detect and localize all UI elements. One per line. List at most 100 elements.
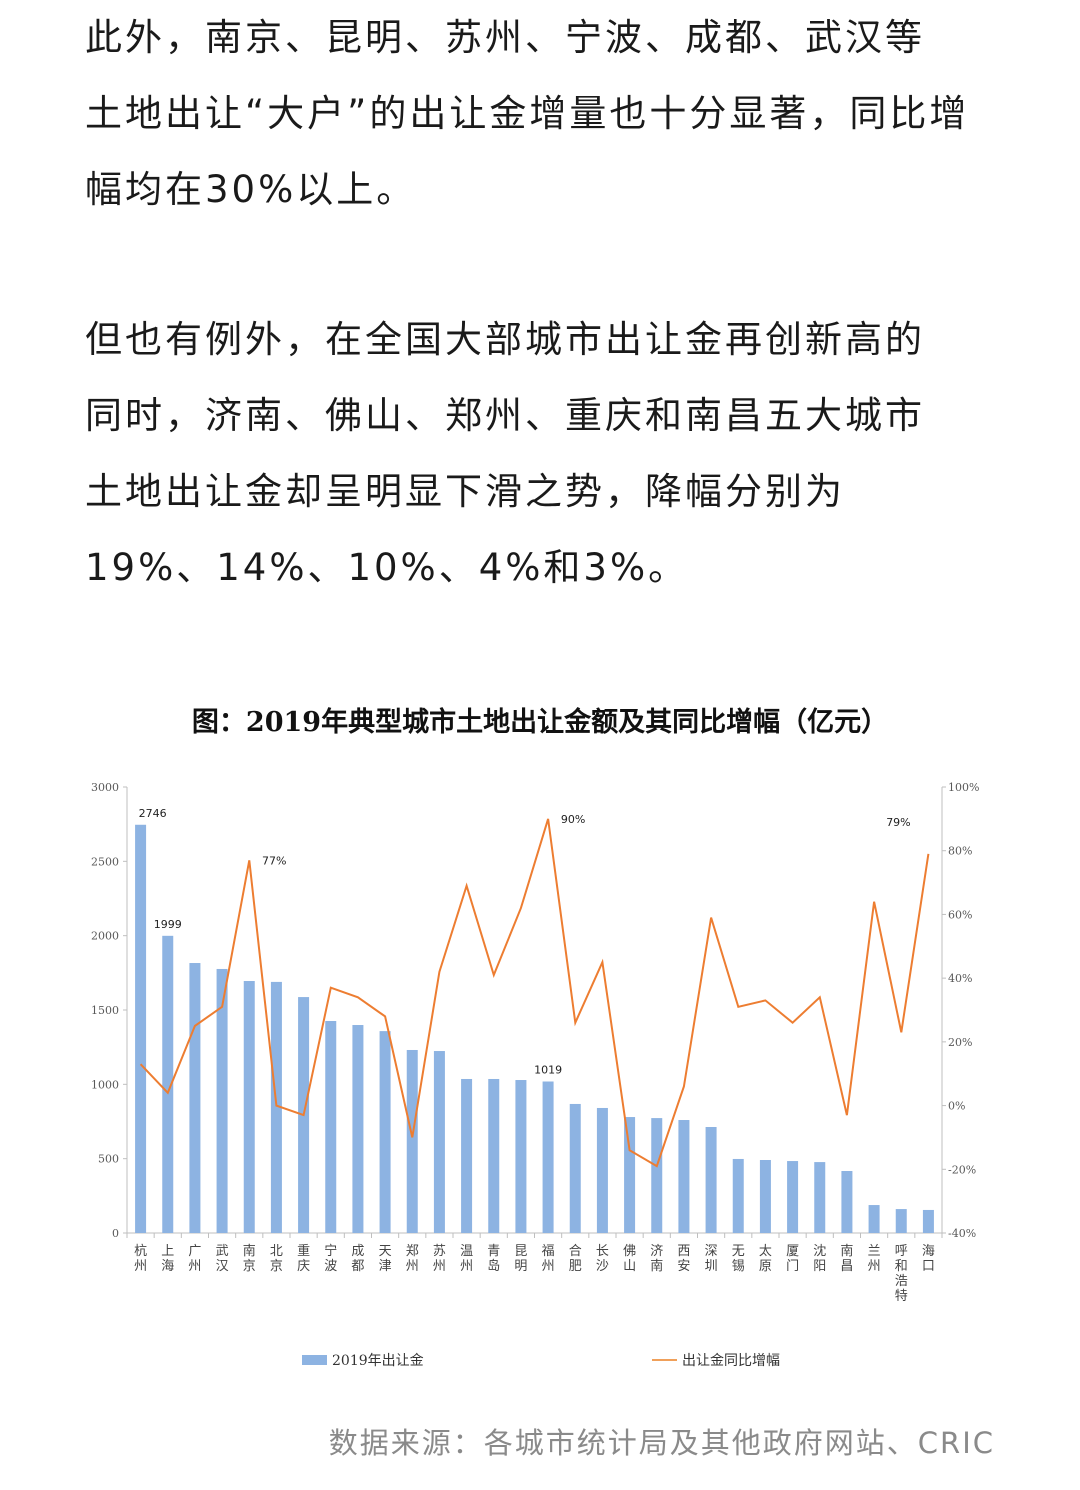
- x-tick-label: 州: [134, 1259, 147, 1274]
- paragraph-2: 但也有例外，在全国大部城市出让金再创新高的 同时，济南、佛山、郑州、重庆和南昌五…: [85, 302, 995, 606]
- bar: [488, 1078, 500, 1233]
- x-tick-label: 庆: [297, 1259, 310, 1274]
- x-tick-label: 阳: [813, 1259, 826, 1274]
- x-tick-label: 天: [379, 1244, 392, 1259]
- bar: [542, 1081, 554, 1233]
- x-tick-label: 广: [188, 1244, 201, 1259]
- data-label: 1019: [534, 1064, 562, 1077]
- bar: [325, 1021, 337, 1233]
- bar: [243, 981, 255, 1233]
- x-tick-label: 圳: [705, 1259, 718, 1274]
- bar-series: [135, 824, 934, 1233]
- x-tick-label: 都: [351, 1259, 364, 1274]
- bar: [624, 1117, 636, 1233]
- x-tick-label: 郑: [406, 1244, 419, 1259]
- x-tick-label: 杭: [134, 1244, 147, 1259]
- legend-line-entry: 出让金同比增幅: [652, 1350, 780, 1370]
- right-tick-label: -20%: [948, 1163, 976, 1176]
- x-tick-label: 温: [460, 1244, 473, 1259]
- bar-swatch-icon: [302, 1355, 327, 1365]
- x-tick-label: 口: [922, 1259, 935, 1274]
- x-tick-label: 岛: [487, 1258, 500, 1274]
- x-tick-label: 安: [677, 1259, 690, 1274]
- bar: [135, 824, 147, 1233]
- x-axis-labels: 杭州上海广州武汉南京北京重庆宁波成都天津郑州苏州温州青岛昆明福州合肥长沙佛山济南…: [134, 1243, 935, 1304]
- right-tick-label: 20%: [948, 1036, 972, 1049]
- bar: [759, 1160, 771, 1233]
- x-tick-label: 西: [677, 1244, 690, 1259]
- x-tick-label: 州: [406, 1259, 419, 1274]
- x-tick-label: 北: [270, 1244, 283, 1259]
- x-tick-label: 州: [188, 1259, 201, 1274]
- left-tick-label: 1000: [91, 1078, 119, 1091]
- x-tick-label: 成: [351, 1244, 364, 1259]
- right-tick-label: 0%: [948, 1100, 965, 1113]
- right-tick-label: -40%: [948, 1227, 976, 1240]
- x-tick-label: 昆: [514, 1244, 527, 1259]
- x-tick-label: 福: [542, 1244, 555, 1259]
- x-tick-label: 津: [379, 1259, 392, 1274]
- x-tick-label: 特: [895, 1289, 908, 1304]
- right-tick-label: 80%: [948, 845, 972, 858]
- bar: [678, 1120, 690, 1233]
- paragraph-line: 19%、14%、10%、4%和3%。: [85, 546, 689, 589]
- data-label: 1999: [154, 918, 182, 931]
- x-tick-label: 呼: [895, 1244, 908, 1259]
- bar: [216, 968, 228, 1233]
- x-tick-label: 昌: [840, 1259, 853, 1274]
- x-tick-label: 州: [868, 1259, 881, 1274]
- bar: [651, 1118, 663, 1233]
- x-tick-label: 宁: [324, 1243, 337, 1259]
- x-tick-label: 青: [487, 1244, 500, 1259]
- x-tick-label: 州: [433, 1259, 446, 1274]
- x-tick-label: 南: [243, 1243, 256, 1259]
- left-tick-label: 2000: [91, 930, 119, 943]
- line-series: [139, 818, 930, 1168]
- combo-chart: 0 500 1000 1500 2000 2500 3000 -40% -20% 0% 20% 40%…: [91, 781, 979, 1304]
- x-tick-label: 上: [161, 1244, 174, 1259]
- left-tick-label: 1500: [91, 1004, 119, 1017]
- x-tick-label: 南: [840, 1243, 853, 1259]
- left-tick-label: 0: [112, 1227, 119, 1240]
- x-tick-label: 肥: [569, 1259, 582, 1274]
- right-tick-label: 100%: [948, 781, 979, 794]
- x-tick-label: 原: [759, 1259, 772, 1274]
- x-tick-label: 京: [270, 1259, 283, 1274]
- x-tick-label: 明: [514, 1259, 527, 1274]
- legend-bar-entry: 2019年出让金: [302, 1350, 424, 1370]
- x-tick-label: 济: [650, 1244, 663, 1259]
- paragraph-line: 但也有例外，在全国大部城市出让金再创新高的: [85, 318, 925, 361]
- x-tick-label: 海: [161, 1259, 174, 1274]
- line-swatch-icon: [652, 1359, 677, 1361]
- x-tick-label: 佛: [623, 1244, 636, 1259]
- x-tick-label: 太: [759, 1244, 772, 1259]
- bar: [433, 1051, 445, 1233]
- x-tick-label: 重: [297, 1243, 310, 1259]
- paragraph-line: 土地出让金却呈明显下滑之势，降幅分别为: [85, 470, 845, 513]
- x-tick-label: 汉: [216, 1259, 229, 1274]
- bar: [787, 1161, 799, 1233]
- bar: [868, 1205, 880, 1233]
- bar: [461, 1078, 473, 1233]
- bar: [352, 1025, 364, 1233]
- x-tick-label: 武: [216, 1244, 229, 1259]
- paragraph-line: 此外，南京、昆明、苏州、宁波、成都、武汉等: [85, 16, 925, 59]
- x-tick-label: 长: [596, 1244, 609, 1259]
- paragraph-line: 土地出让“大户”的出让金增量也十分显著，同比增: [85, 92, 970, 135]
- bar: [379, 1031, 391, 1233]
- x-tick-label: 门: [786, 1259, 799, 1274]
- x-tick-label: 京: [243, 1259, 256, 1274]
- x-tick-label: 兰: [868, 1244, 881, 1259]
- x-tick-label: 沙: [596, 1259, 609, 1274]
- x-tick-label: 浩: [895, 1274, 908, 1289]
- x-tick-label: 州: [542, 1259, 555, 1274]
- bar: [705, 1127, 717, 1233]
- bar: [895, 1209, 907, 1233]
- legend-label: 出让金同比增幅: [682, 1353, 780, 1369]
- bar: [922, 1209, 934, 1233]
- data-labels: 2746 1999 1019 77% 90% 79%: [139, 807, 911, 1077]
- data-source: 数据来源：各城市统计局及其他政府网站、CRIC: [328, 1426, 995, 1460]
- x-tick-label: 深: [705, 1244, 718, 1259]
- left-tick-label: 2500: [91, 855, 119, 868]
- x-tick-label: 合: [569, 1244, 582, 1259]
